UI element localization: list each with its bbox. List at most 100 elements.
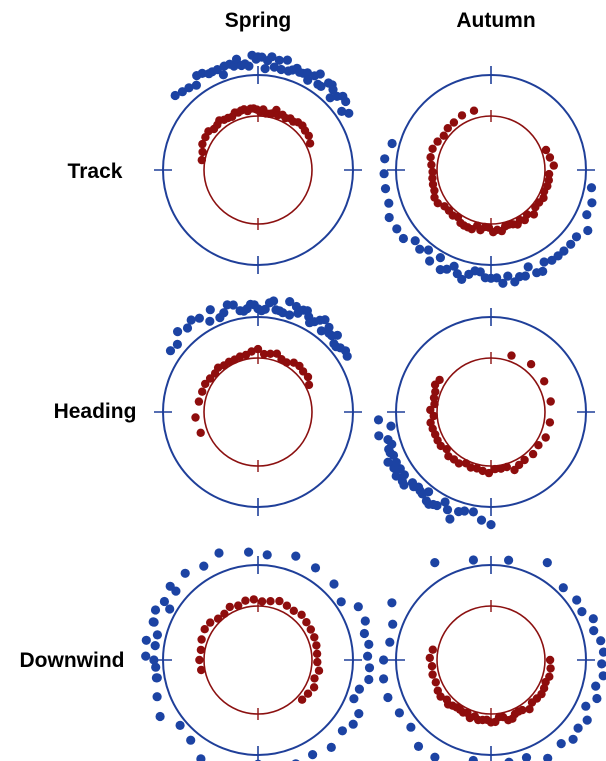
outer-point xyxy=(588,614,598,624)
outer-point xyxy=(141,635,151,645)
outer-point xyxy=(442,264,452,274)
inner-point xyxy=(197,665,206,675)
panel-autumn-downwind xyxy=(379,555,606,761)
inner-point xyxy=(433,686,442,695)
outer-point xyxy=(384,212,394,223)
inner-point xyxy=(496,464,506,473)
outer-point xyxy=(504,555,514,565)
outer-point xyxy=(282,55,292,65)
outer-point xyxy=(597,659,606,669)
outer-point xyxy=(468,507,478,517)
inner-circle xyxy=(436,605,546,715)
outer-point xyxy=(454,507,464,517)
inner-point xyxy=(198,139,207,149)
outer-point xyxy=(173,327,183,337)
inner-point xyxy=(545,153,555,162)
inner-circle xyxy=(203,357,313,467)
outer-point xyxy=(341,96,351,107)
inner-point xyxy=(310,674,319,683)
outer-point xyxy=(566,239,576,249)
outer-point xyxy=(152,692,162,702)
inner-point xyxy=(282,601,292,610)
outer-point xyxy=(558,583,568,593)
inner-point xyxy=(206,618,215,627)
inner-point xyxy=(313,657,322,667)
outer-point xyxy=(315,69,325,79)
inner-point xyxy=(196,428,205,437)
outer-point xyxy=(165,346,176,356)
outer-point xyxy=(180,568,190,578)
inner-point xyxy=(443,124,452,133)
outer-point xyxy=(155,711,165,722)
outer-point xyxy=(582,715,592,725)
outer-point xyxy=(572,595,582,605)
outer-point xyxy=(186,315,196,325)
outer-point xyxy=(571,232,582,242)
inner-point xyxy=(433,137,442,146)
outer-point xyxy=(373,415,384,425)
outer-point xyxy=(337,106,347,116)
outer-point xyxy=(219,308,229,318)
outer-point xyxy=(170,90,180,101)
inner-point xyxy=(525,705,534,714)
outer-point xyxy=(353,602,363,612)
outer-point xyxy=(336,597,346,607)
inner-point xyxy=(309,683,319,692)
outer-point xyxy=(423,245,434,255)
inner-circle xyxy=(203,115,313,225)
inner-point xyxy=(528,449,538,459)
outer-point xyxy=(440,497,450,507)
outer-point xyxy=(464,269,474,279)
inner-point xyxy=(225,602,234,612)
outer-point xyxy=(364,639,374,650)
outer-point xyxy=(332,330,342,340)
outer-point xyxy=(151,662,161,672)
outer-point xyxy=(586,183,597,193)
outer-point xyxy=(276,64,286,75)
outer-point xyxy=(476,515,487,525)
inner-point xyxy=(429,411,438,421)
inner-point xyxy=(249,595,258,604)
inner-point xyxy=(449,118,459,127)
outer-point xyxy=(392,224,402,234)
outer-point xyxy=(191,80,201,90)
outer-point xyxy=(598,647,606,657)
outer-point xyxy=(184,83,194,93)
column-title-spring: Spring xyxy=(225,9,292,32)
outer-point xyxy=(449,261,459,271)
inner-point xyxy=(282,358,291,367)
inner-point xyxy=(428,670,437,679)
outer-point xyxy=(379,674,389,684)
outer-point xyxy=(413,741,424,752)
outer-point xyxy=(214,548,224,558)
outer-point xyxy=(269,62,279,72)
inner-point xyxy=(266,597,275,606)
outer-point xyxy=(267,52,277,62)
inner-point xyxy=(529,210,539,219)
inner-point xyxy=(440,202,449,211)
inner-point xyxy=(303,689,313,698)
outer-point xyxy=(394,708,404,718)
outer-point xyxy=(199,561,209,571)
inner-point xyxy=(526,360,536,369)
outer-point xyxy=(592,693,602,704)
outer-point xyxy=(379,169,389,179)
outer-point xyxy=(380,184,391,194)
outer-point xyxy=(228,300,238,310)
outer-circle xyxy=(395,74,587,266)
outer-point xyxy=(285,297,295,307)
outer-point xyxy=(182,323,193,333)
outer-point xyxy=(598,671,606,681)
outer-point xyxy=(326,742,336,753)
inner-point xyxy=(507,351,516,360)
outer-point xyxy=(391,457,401,467)
panel-spring-heading xyxy=(154,296,362,516)
inner-point xyxy=(191,413,200,422)
outer-point xyxy=(587,198,597,208)
inner-point xyxy=(428,645,437,654)
outer-point xyxy=(384,198,394,208)
outer-point xyxy=(504,757,514,761)
inner-point xyxy=(259,349,269,359)
inner-point xyxy=(312,649,322,658)
outer-point xyxy=(430,752,440,761)
